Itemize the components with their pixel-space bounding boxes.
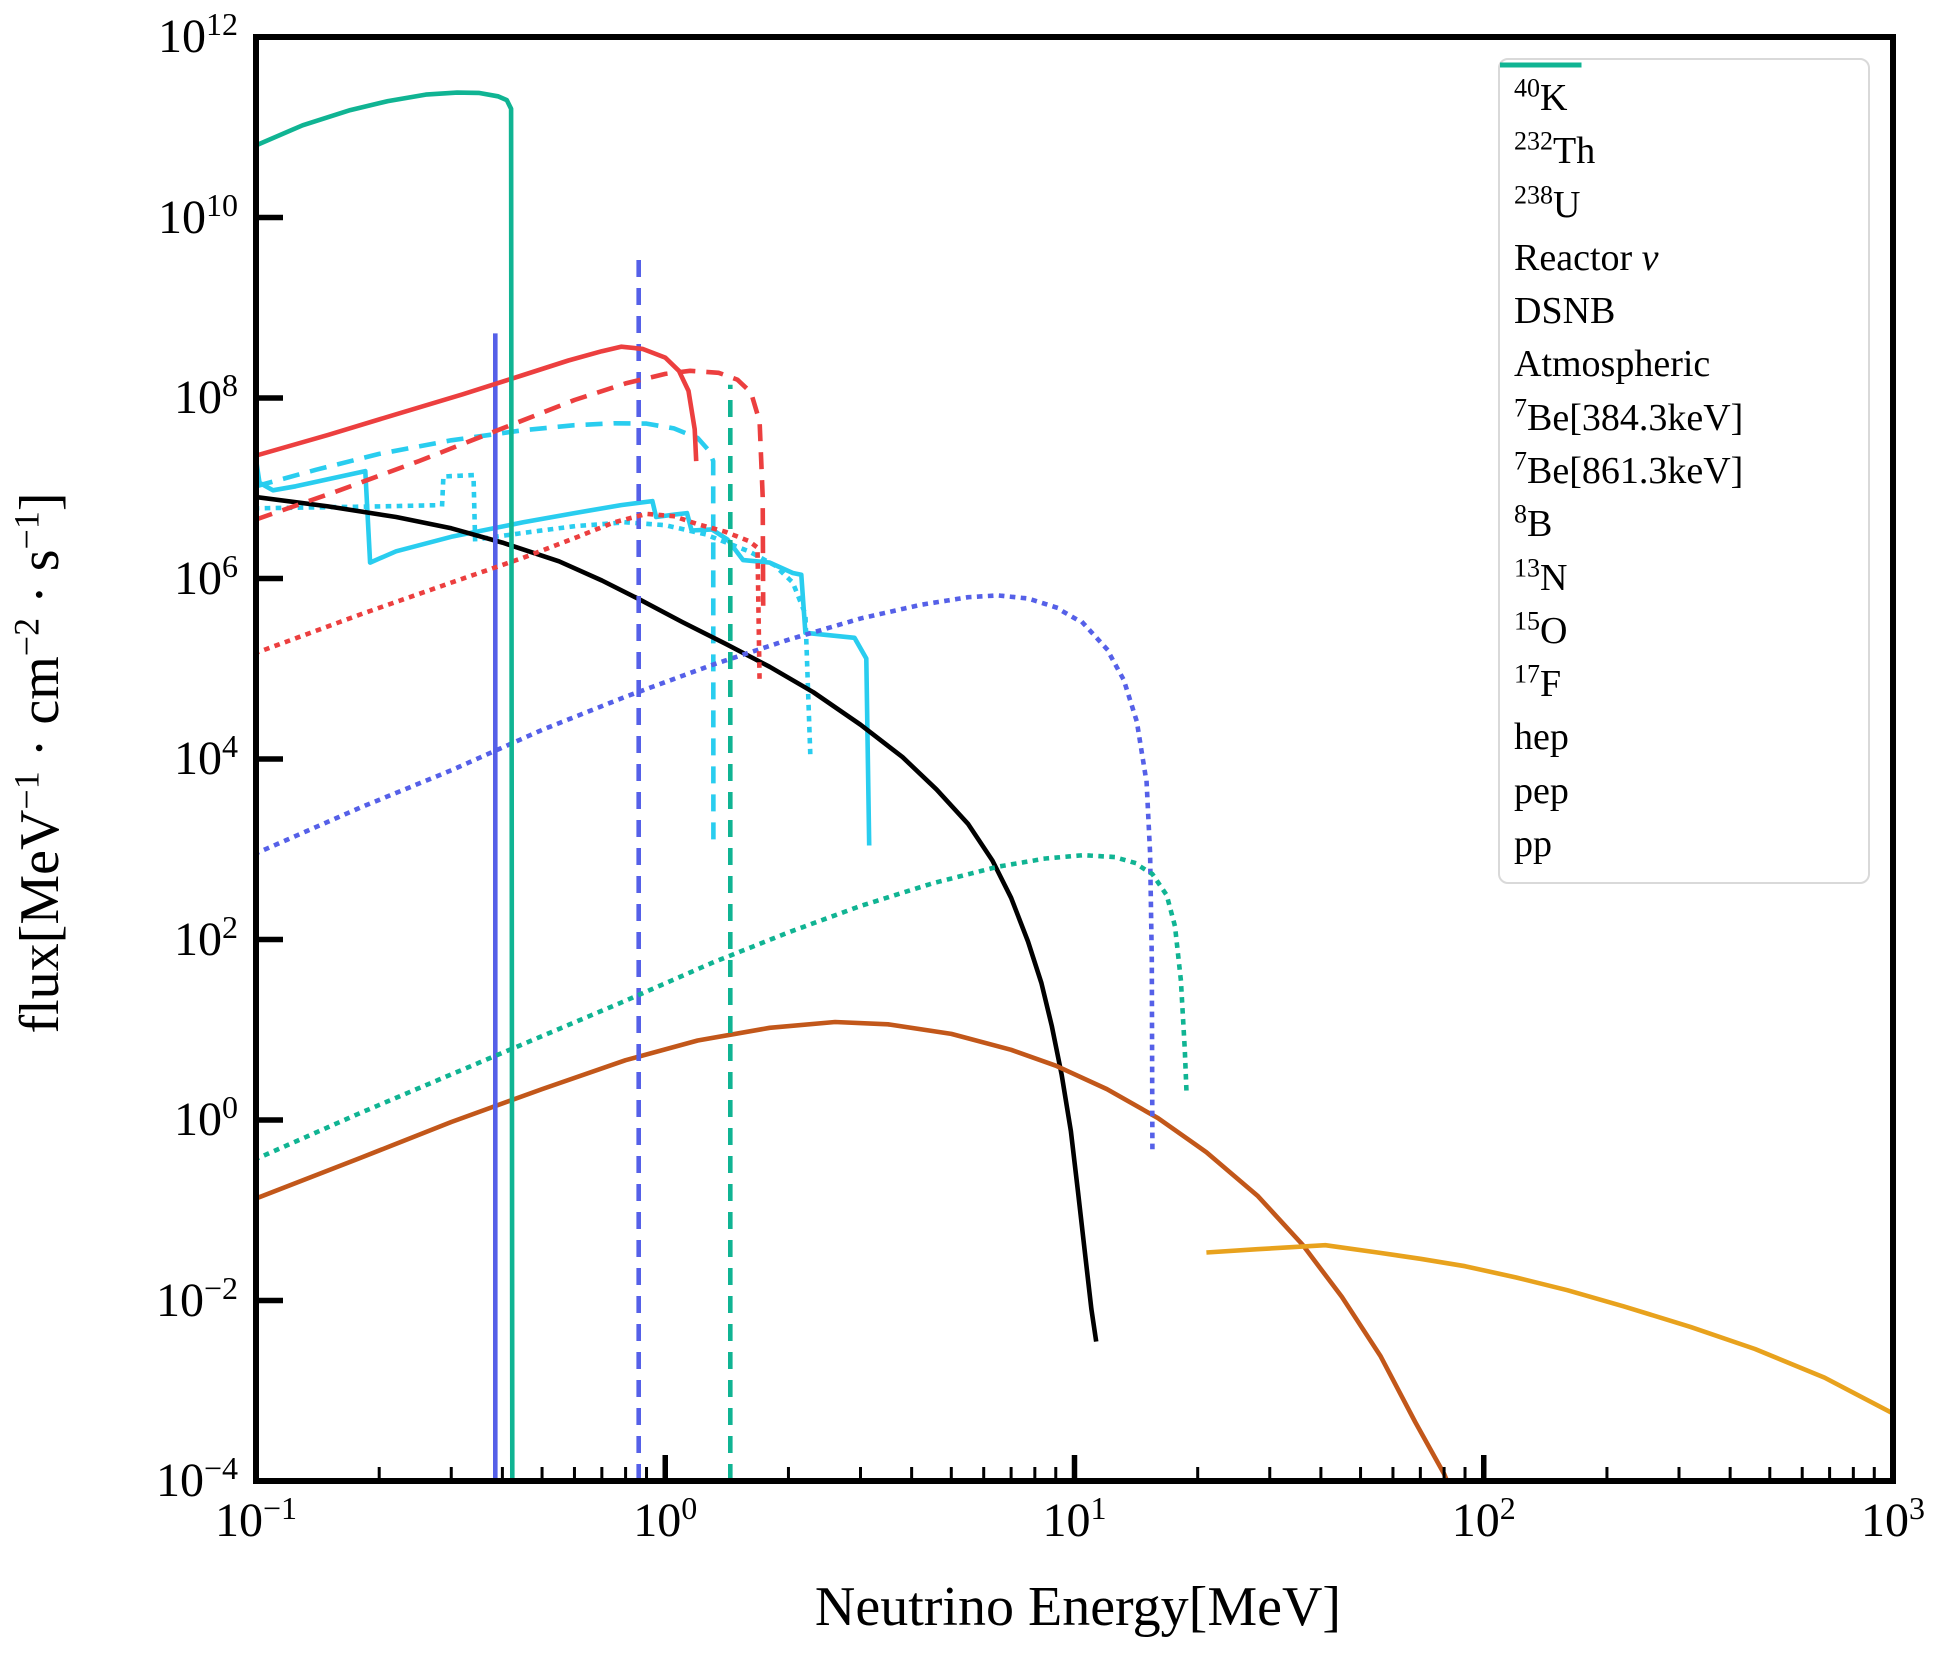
legend-label-hep: hep [1514, 716, 1569, 759]
legend-label-pep: pep [1514, 769, 1569, 812]
x-axis-label: Neutrino Energy[MeV] [814, 1576, 1342, 1638]
legend-item-atmospheric: Atmospheric [1501, 62, 1868, 390]
legend-label-dsnb: DSNB [1514, 290, 1616, 333]
legend-item-be7_861: 7Be[861.3keV] [1501, 62, 1868, 497]
y-tick-label-1e12: 1012 [158, 6, 238, 63]
x-tick-label-1e2: 102 [1451, 1490, 1516, 1547]
curve-hep [256, 852, 1190, 1162]
legend-item-pp: pp [1501, 62, 1868, 870]
x-tick-label-1e1: 101 [1042, 1490, 1107, 1547]
legend-item-o15: 15O [1501, 62, 1868, 657]
legend-item-reactor: Reactor ν [1501, 62, 1868, 284]
legend-label-pp: pp [1514, 822, 1552, 865]
legend-label-be7_861: 7Be[861.3keV] [1514, 446, 1744, 492]
legend-item-f17: 17F [1500, 62, 1868, 710]
legend-label-b8: 8B [1514, 499, 1553, 546]
legend-item-dsnb: DSNB [1501, 62, 1868, 337]
curve-atmospheric [1206, 1242, 1893, 1416]
legend-label-th232: 232Th [1514, 126, 1596, 173]
legend-item-k40: 40K [1501, 62, 1868, 124]
x-tick-label-1e3: 103 [1861, 1490, 1925, 1547]
x-tick-label-1e0: 100 [633, 1490, 698, 1547]
y-tick-label-1e10: 1010 [158, 186, 238, 244]
curve-pp [256, 90, 515, 1481]
y-axis-label: flux[MeV−1 · cm−2 · s−1] [6, 492, 71, 1034]
legend-item-hep: hep [1500, 62, 1868, 763]
legend-label-reactor: Reactor ν [1514, 236, 1659, 279]
y-tick-label-1e8: 108 [174, 367, 238, 424]
curve-u238 [256, 458, 872, 846]
legend-label-atmospheric: Atmospheric [1514, 343, 1711, 386]
legend: 40K 232Th 238U Reactor ν DSNB Atmospheric 7Be[… [1498, 58, 1870, 884]
curve-dsnb [256, 1019, 1450, 1481]
legend-item-pep: pep [1501, 62, 1868, 817]
legend-label-u238: 238U [1514, 179, 1581, 226]
y-tick-label-1e2: 102 [174, 908, 238, 966]
legend-label-k40: 40K [1514, 73, 1568, 119]
legend-label-n13: 13N [1514, 552, 1568, 599]
curve-n13 [256, 344, 699, 462]
legend-label-f17: 17F [1514, 659, 1562, 706]
x-tick-label-1e-1: 10−1 [214, 1490, 298, 1547]
curve-reactor [256, 494, 1099, 1342]
plot-border [253, 34, 1896, 1484]
legend-label-o15: 15O [1514, 606, 1568, 652]
legend-item-n13: 13N [1501, 62, 1868, 604]
legend-item-u238: 238U [1501, 62, 1868, 231]
curve-th232 [256, 472, 813, 755]
y-tick-label-1e6: 106 [174, 547, 238, 605]
curve-k40 [256, 421, 716, 846]
legend-label-be7_384: 7Be[384.3keV] [1514, 393, 1744, 439]
y-tick-label-1e-2: 10−2 [155, 1269, 238, 1327]
y-tick-label-1e0: 100 [174, 1089, 238, 1146]
curve-b8 [256, 593, 1155, 1150]
legend-swatch-pp [1501, 62, 1581, 68]
y-tick-label-1e4: 104 [174, 728, 238, 785]
curve-f17 [256, 511, 762, 686]
legend-item-be7_384: 7Be[384.3keV] [1501, 62, 1868, 444]
legend-item-th232: 232Th [1500, 62, 1868, 177]
y-tick-label-1e-4: 10−4 [155, 1450, 238, 1507]
curves-layer [256, 90, 1893, 1481]
legend-item-b8: 8B [1500, 62, 1868, 550]
